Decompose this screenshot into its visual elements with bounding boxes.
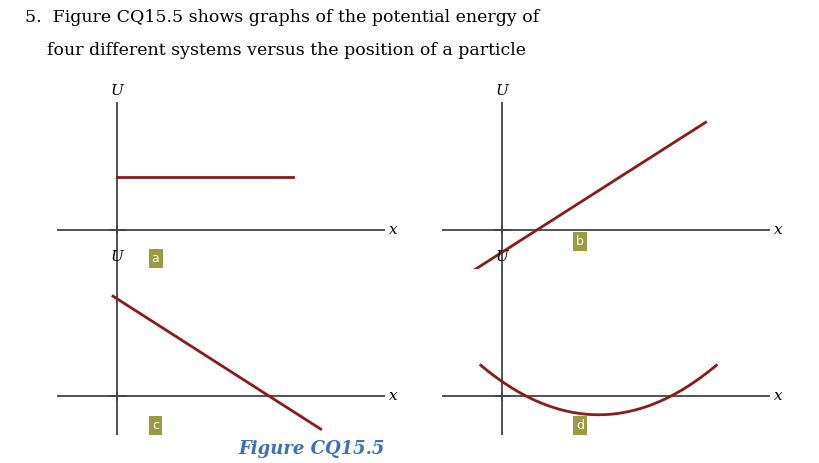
- Text: x: x: [389, 223, 398, 237]
- Text: 5.  Figure CQ15.5 shows graphs of the potential energy of: 5. Figure CQ15.5 shows graphs of the pot…: [25, 9, 539, 26]
- Text: U: U: [111, 250, 124, 264]
- Text: a: a: [152, 252, 160, 265]
- Text: d: d: [576, 419, 584, 432]
- Text: b: b: [576, 235, 584, 248]
- Text: four different systems versus the position of a particle: four different systems versus the positi…: [25, 42, 526, 59]
- Text: U: U: [495, 250, 509, 264]
- Text: Figure CQ15.5: Figure CQ15.5: [238, 440, 384, 458]
- Text: c: c: [152, 419, 159, 432]
- Text: x: x: [774, 389, 783, 403]
- Text: U: U: [111, 84, 124, 98]
- Text: x: x: [389, 389, 398, 403]
- Text: U: U: [495, 84, 509, 98]
- Text: x: x: [774, 223, 783, 237]
